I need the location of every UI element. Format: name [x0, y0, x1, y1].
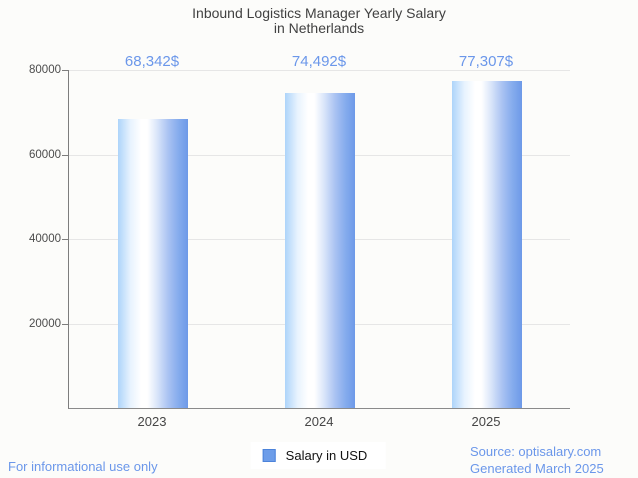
y-axis-tick-80000 — [62, 70, 68, 71]
y-axis-label-40000: 40000 — [29, 233, 61, 245]
y-axis-label-80000: 80000 — [29, 64, 61, 76]
gridline-80000 — [69, 70, 570, 71]
legend-label: Salary in USD — [285, 448, 368, 463]
bar-2025 — [452, 81, 522, 408]
x-axis-label-2025: 2025 — [471, 414, 501, 429]
chart-title-line-2: in Netherlands — [273, 20, 365, 36]
bar-2024 — [285, 93, 355, 408]
value-label-2024: 74,492$ — [291, 53, 347, 70]
chart-title-line-1: Inbound Logistics Manager Yearly Salary — [192, 5, 446, 21]
value-label-2025: 77,307$ — [458, 53, 514, 70]
source-line: Source: optisalary.com — [470, 444, 602, 459]
y-axis-label-60000: 60000 — [29, 149, 61, 161]
x-axis-label-2024: 2024 — [304, 414, 334, 429]
legend: Salary in USD — [250, 442, 386, 469]
y-axis-tick-60000 — [62, 155, 68, 156]
value-label-2023: 68,342$ — [124, 53, 180, 70]
chart-title: Inbound Logistics Manager Yearly Salary … — [0, 6, 638, 36]
y-axis-tick-40000 — [62, 239, 68, 240]
footer-note: For informational use only — [8, 459, 158, 474]
y-axis-tick-20000 — [62, 324, 68, 325]
bar-2023 — [118, 119, 188, 408]
y-axis-label-20000: 20000 — [29, 318, 61, 330]
source-block: Source: optisalary.com Generated March 2… — [470, 443, 604, 477]
generated-line: Generated March 2025 — [470, 461, 604, 476]
plot-area: 20000 40000 60000 80000 — [29, 64, 570, 409]
legend-marker-square-icon — [262, 449, 276, 462]
x-axis-label-2023: 2023 — [137, 414, 167, 429]
